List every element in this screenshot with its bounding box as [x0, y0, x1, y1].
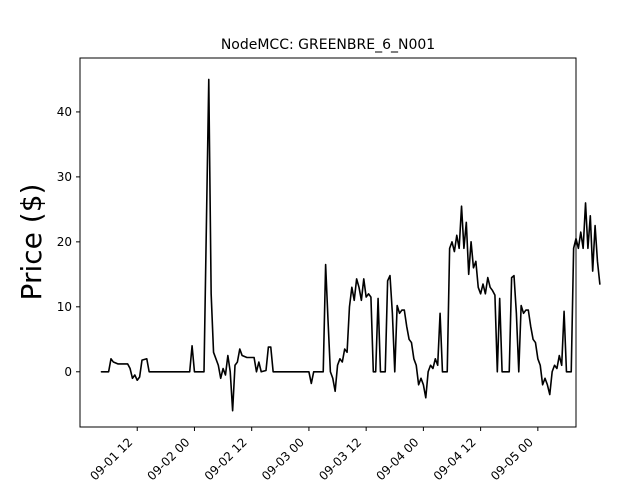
y-tick-label: 30 [57, 170, 72, 184]
y-tick-label: 10 [57, 300, 72, 314]
plot-area [100, 78, 601, 412]
series-line-0 [100, 78, 601, 412]
y-tick-label: 0 [64, 365, 72, 379]
y-axis: 0 10 20 30 40 [57, 105, 80, 379]
y-tick-label: 40 [57, 105, 72, 119]
plot-frame [79, 57, 577, 428]
y-axis-label: Price ($) [15, 184, 48, 301]
chart-title: NodeMCC: GREENBRE_6_N001 [221, 37, 435, 53]
y-tick-label: 20 [57, 235, 72, 249]
